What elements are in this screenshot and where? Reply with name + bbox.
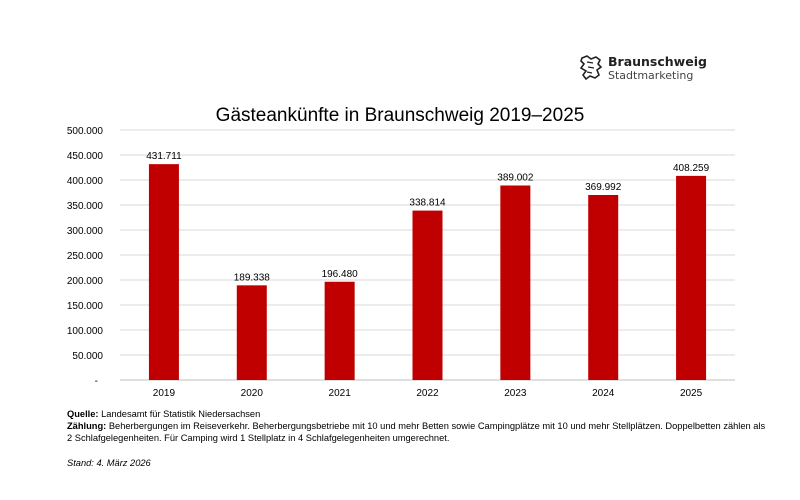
logo-subtitle: Stadtmarketing [608, 69, 694, 82]
y-tick-label: 100.000 [67, 326, 104, 337]
bar-2023 [500, 185, 531, 380]
y-tick-label: 400.000 [67, 176, 104, 187]
y-tick-label: 200.000 [67, 276, 104, 287]
data-label: 431.711 [146, 151, 182, 162]
lion-emblem-icon [579, 55, 603, 81]
x-tick-label: 2021 [329, 388, 352, 399]
data-label: 369.992 [585, 182, 622, 193]
y-tick-label: 50.000 [72, 351, 103, 362]
x-tick-label: 2023 [504, 388, 527, 399]
x-tick-label: 2020 [241, 388, 264, 399]
source-text: Landesamt für Statistik Niedersachsen [101, 409, 261, 419]
y-tick-label: 500.000 [67, 126, 104, 137]
braunschweig-logo: Braunschweig Stadtmarketing [578, 52, 708, 86]
data-label: 189.338 [234, 272, 271, 283]
y-tick-label: 350.000 [67, 201, 104, 212]
bar-2020 [236, 285, 267, 380]
data-label: 196.480 [322, 269, 359, 280]
x-tick-label: 2024 [592, 388, 615, 399]
x-tick-label: 2025 [680, 388, 703, 399]
bar-2024 [588, 195, 619, 380]
x-tick-label: 2022 [416, 388, 439, 399]
y-tick-label: 300.000 [67, 226, 104, 237]
data-label: 338.814 [409, 198, 446, 209]
notes: Quelle: Landesamt für Statistik Niedersa… [67, 408, 767, 444]
stand-date: Stand: 4. März 2026 [67, 458, 151, 468]
data-label: 389.002 [497, 172, 534, 183]
chart-title: Gästeankünfte in Braunschweig 2019–2025 [216, 105, 585, 126]
data-label: 408.259 [673, 163, 710, 174]
bar-2025 [676, 175, 707, 380]
bar-2019 [148, 164, 179, 380]
count-text: Beherbergungen im Reiseverkehr. Beherber… [67, 421, 766, 443]
source-label: Quelle: [67, 409, 99, 419]
y-tick-label: 150.000 [67, 301, 104, 312]
bar-chart: Gästeankünfte in Braunschweig 2019–2025 … [67, 105, 735, 399]
logo-name: Braunschweig [608, 54, 707, 69]
bar-2021 [324, 281, 355, 380]
y-tick-label: - [95, 376, 98, 387]
y-tick-label: 250.000 [67, 251, 104, 262]
count-label: Zählung: [67, 421, 107, 431]
y-tick-label: 450.000 [67, 151, 104, 162]
x-tick-label: 2019 [153, 388, 176, 399]
bar-2022 [412, 210, 443, 380]
